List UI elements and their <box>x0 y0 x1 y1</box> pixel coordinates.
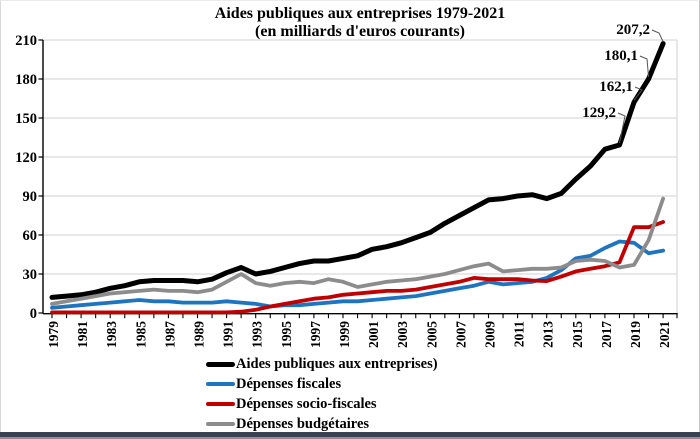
annotation-label: 180,1 <box>604 48 638 64</box>
x-tick-label: 1985 <box>133 321 148 348</box>
legend-item-aides-publiques: Aides publiques aux entreprises) <box>206 354 438 374</box>
x-tick-label: 2013 <box>541 321 556 348</box>
legend-swatch-depenses-socio-fiscales <box>206 402 235 406</box>
x-tick-label: 2005 <box>424 321 439 348</box>
x-tick-label: 1991 <box>221 321 236 348</box>
y-tick-label: 180 <box>15 72 37 88</box>
x-tick-label: 2001 <box>366 321 381 348</box>
legend-label: Dépenses socio-fiscales <box>236 395 377 412</box>
series-line-0 <box>49 41 666 300</box>
legend-label: Dépenses budgétaires <box>236 415 370 432</box>
y-tick-label: 0 <box>30 306 37 322</box>
x-tick-label: 1981 <box>75 321 90 348</box>
x-tick-label: 1997 <box>308 321 323 348</box>
bottom-window-edge <box>0 432 700 437</box>
x-tick-label: 2011 <box>512 321 527 348</box>
chart-title: Aides publiques aux entreprises 1979-202… <box>214 5 506 22</box>
y-tick-label: 30 <box>23 267 38 283</box>
y-tick-label: 60 <box>23 228 38 244</box>
legend-item-depenses-budgetaires: Dépenses budgétaires <box>206 414 438 434</box>
chart-legend: Aides publiques aux entreprises) Dépense… <box>206 354 438 434</box>
series-line-1 <box>50 239 665 310</box>
x-tick-label: 2021 <box>657 321 672 348</box>
legend-label: Dépenses fiscales <box>236 375 342 392</box>
x-tick-label: 1999 <box>337 321 352 348</box>
legend-swatch-depenses-fiscales <box>206 382 235 386</box>
x-tick-label: 2017 <box>599 321 614 348</box>
series-line-3 <box>50 196 665 306</box>
annotation-leader <box>651 29 664 42</box>
y-tick-label: 120 <box>15 150 37 166</box>
legend-swatch-depenses-budgetaires <box>206 422 235 426</box>
legend-label: Aides publiques aux entreprises) <box>236 355 438 372</box>
annotation-label: 207,2 <box>616 22 650 38</box>
x-tick-label: 1989 <box>192 321 207 348</box>
x-tick-label: 2019 <box>628 321 643 348</box>
annotation-leader <box>617 112 626 144</box>
series-line-2 <box>50 220 665 315</box>
y-tick-label: 90 <box>23 189 38 205</box>
x-tick-label: 1983 <box>104 321 119 348</box>
chart-subtitle: (en milliards d'euros courants) <box>255 23 465 40</box>
legend-item-depenses-fiscales: Dépenses fiscales <box>206 374 438 394</box>
x-tick-label: 2009 <box>483 321 498 348</box>
annotation-leader <box>639 55 650 77</box>
x-tick-label: 2007 <box>453 321 468 348</box>
x-tick-label: 1987 <box>162 321 177 348</box>
x-tick-label: 1979 <box>46 321 61 348</box>
annotation-leader <box>633 86 643 101</box>
legend-item-depenses-socio-fiscales: Dépenses socio-fiscales <box>206 394 438 414</box>
annotation-label: 162,1 <box>599 79 633 95</box>
x-tick-label: 1993 <box>250 321 265 348</box>
x-tick-label: 1995 <box>279 321 294 348</box>
legend-swatch-aides-publiques <box>206 361 235 367</box>
bottom-window-edge-shadow <box>0 437 700 439</box>
annotation-label: 129,2 <box>582 105 616 121</box>
y-tick-label: 210 <box>15 33 37 49</box>
y-tick-label: 150 <box>15 111 37 127</box>
x-tick-label: 2003 <box>395 321 410 348</box>
x-tick-label: 2015 <box>570 321 585 348</box>
